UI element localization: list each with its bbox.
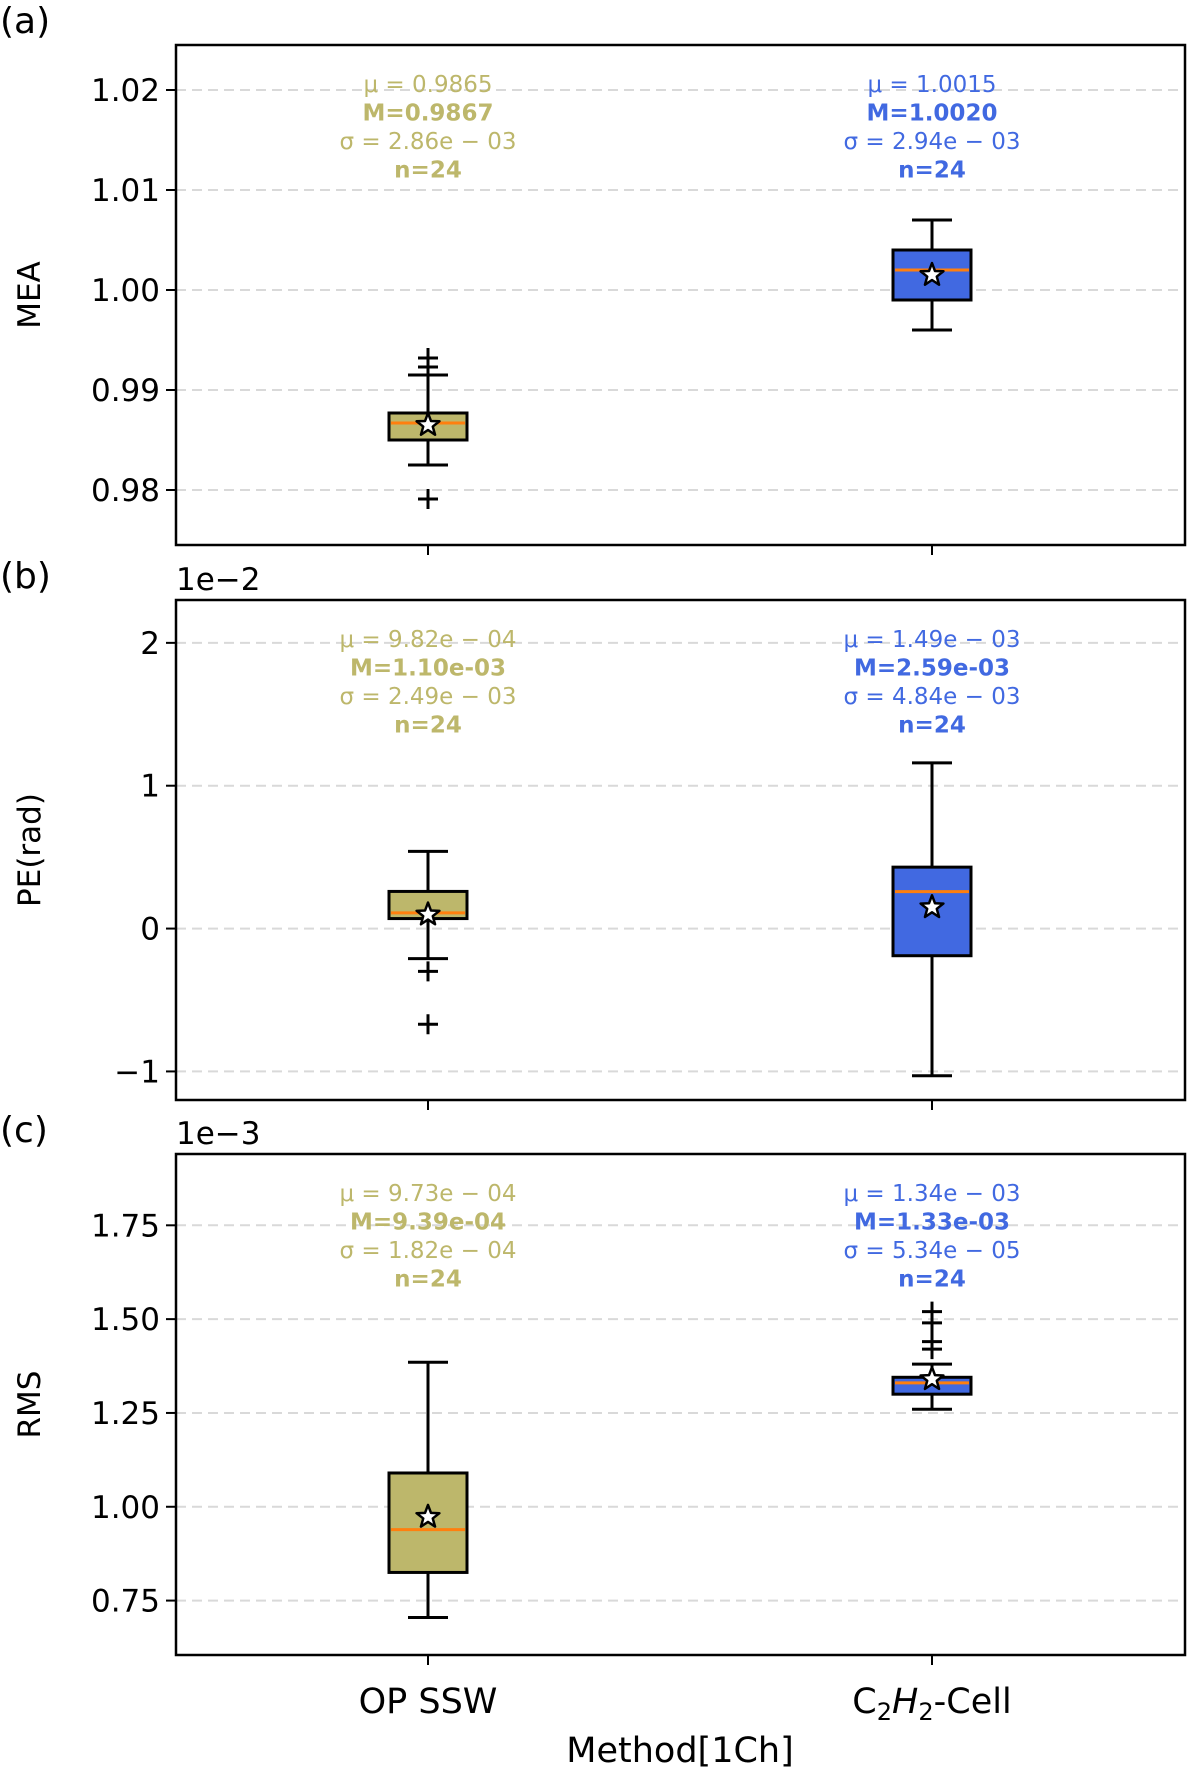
stat-annotation: μ = 9.82e − 04 [339,627,516,653]
y-tick-label: 1 [140,769,160,805]
stat-annotation: σ = 4.84e − 03 [844,684,1021,710]
box-op-ssw [387,849,469,1035]
y-offset-text: 1e−3 [176,1116,261,1152]
stat-annotation: M=0.9867 [363,101,494,127]
stat-annotation: σ = 2.86e − 03 [340,129,517,155]
outlier-marker [418,961,438,982]
y-tick-label: 1.00 [91,273,160,309]
y-tick-label: 0 [140,912,160,948]
panels: (a) MEA 0.98 0.99 1.00 1.01 1.02 μ = 0.9865 M=0.… [0,1,1187,1726]
stat-annotation: n=24 [898,1267,966,1293]
axes-frame [174,1152,1187,1657]
y-tick-label: 1.02 [91,73,160,109]
stat-annotation: σ = 1.82e − 04 [340,1238,517,1264]
y-tick-label: 1.50 [91,1302,160,1338]
panel-label: (a) [0,1,50,42]
box-op-ssw [387,1360,469,1619]
stat-annotation: M=1.33e-03 [854,1210,1010,1236]
panel-label: (c) [0,1110,48,1151]
box-body [891,248,973,302]
outlier-marker [418,1014,438,1035]
y-tick-label: 1.01 [91,173,160,209]
stat-annotation: μ = 9.73e − 04 [339,1181,516,1207]
mean-marker [415,901,441,926]
x-axis-label: Method[1Ch] [566,1731,793,1771]
y-axis-label: PE(rad) [12,793,48,907]
stat-annotation: σ = 2.49e − 03 [340,684,517,710]
stat-annotation: n=24 [898,713,966,739]
stat-annotation: n=24 [394,158,462,184]
stat-annotation: σ = 5.34e − 05 [844,1238,1021,1264]
y-tick-label: 0.99 [91,373,160,409]
box-c2h2-cell [891,218,973,332]
box-c2h2-cell [891,1301,973,1411]
stat-annotation: M=2.59e-03 [854,656,1010,682]
stat-annotation: n=24 [394,713,462,739]
stat-annotation: n=24 [898,158,966,184]
axes-frame [174,598,1187,1102]
stat-annotation: μ = 1.49e − 03 [843,627,1020,653]
stat-annotation: M=1.0020 [867,101,998,127]
panel-2: (b) PE(rad) 1e−2 −1 0 1 2 μ = 9.82e − 04 M=1.10e… [0,556,1187,1110]
y-axis-label: RMS [12,1371,48,1439]
stat-annotation: σ = 2.94e − 03 [844,129,1021,155]
y-tick-label: 1.00 [91,1490,160,1526]
stat-annotation: M=1.10e-03 [350,656,506,682]
stat-annotation: n=24 [394,1267,462,1293]
stat-annotation: μ = 1.34e − 03 [843,1181,1020,1207]
axes-frame [174,43,1187,547]
mean-marker [415,1503,441,1528]
x-tick-label: C2H2-Cell [852,1682,1011,1726]
outlier-marker [418,489,438,509]
mean-marker [919,261,945,286]
box-op-ssw [387,348,469,509]
stat-annotation: μ = 1.0015 [867,72,996,98]
mean-marker [919,1365,945,1391]
y-axis-label: MEA [12,261,48,329]
y-offset-text: 1e−2 [176,562,261,598]
y-tick-label: 0.75 [91,1584,160,1620]
y-tick-label: −1 [114,1054,160,1090]
panel-1: (a) MEA 0.98 0.99 1.00 1.01 1.02 μ = 0.9865 M=0.… [0,1,1187,555]
y-tick-label: 2 [140,626,160,662]
outlier-marker [418,357,438,377]
box-c2h2-cell [891,761,973,1078]
panel-label: (b) [0,556,51,597]
outlier-marker [922,1301,942,1322]
mean-marker [919,894,945,919]
x-tick-label: OP SSW [359,1682,498,1722]
panel-3: (c) RMS 1e−3 0.75 1.00 1.25 1.50 1.75 μ = 9.73e … [0,1110,1187,1665]
outlier-marker [922,1331,942,1352]
stat-annotation: M=9.39e-04 [350,1210,506,1236]
mean-marker [415,411,441,436]
stat-annotation: μ = 0.9865 [363,72,492,98]
y-tick-label: 0.98 [91,473,160,509]
y-tick-label: 1.25 [91,1396,160,1432]
y-tick-label: 1.75 [91,1208,160,1244]
